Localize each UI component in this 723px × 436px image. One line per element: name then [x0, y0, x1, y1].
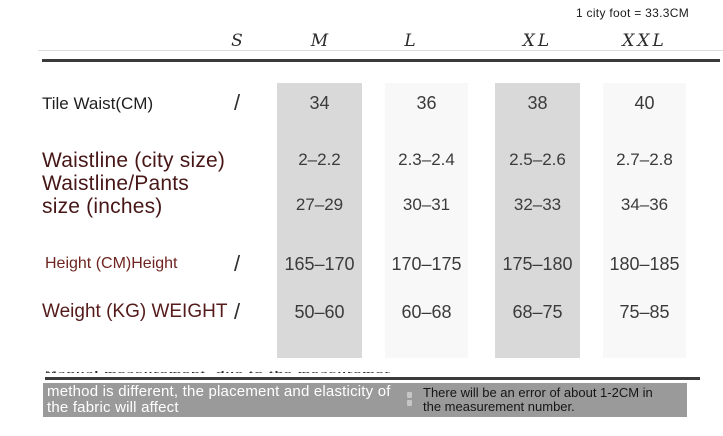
cell-tile-waist-m: 34 — [309, 93, 330, 113]
cell-tile-waist-xxl: 40 — [634, 93, 655, 113]
small-glyph-mark — [407, 392, 413, 408]
cell-waist-size-l: 2.3–2.4 — [398, 150, 455, 169]
footer-note-left: method is different, the placement and e… — [47, 384, 391, 416]
unit-conversion-note: 1 city foot = 33.3CM — [575, 6, 689, 20]
header-divider-thin — [38, 50, 723, 51]
row-label-tile-waist: Tile Waist(CM) — [42, 94, 154, 113]
row-label-waistline-line1: Waistline (city size) — [42, 149, 226, 172]
row-label-height: Height (CM)Height — [45, 255, 178, 272]
column-header-l: L — [404, 31, 416, 51]
footer-note-right: There will be an error of about 1-2CM in… — [423, 386, 653, 414]
cell-tile-waist-l: 36 — [416, 93, 437, 113]
cell-tile-waist-xl: 38 — [527, 93, 548, 113]
column-header-xxl: XXL — [622, 31, 667, 51]
column-header-m: M — [310, 31, 329, 51]
column-header-s: S — [231, 31, 243, 51]
row-label-waistline: Waistline (city size) Waistline/Pants si… — [42, 149, 225, 218]
row-label-waistline-line3: size (inches) — [42, 195, 163, 218]
column-band-m — [277, 83, 362, 358]
row-label-waistline-line2: Waistline/Pants — [42, 172, 189, 195]
cell-pants-inches-xl: 32–33 — [513, 195, 562, 214]
footer-note-right-line1: There will be an error of about 1-2CM in — [423, 385, 653, 400]
cell-weight-m: 50–60 — [294, 302, 345, 322]
cell-weight-xxl: 75–85 — [619, 302, 670, 322]
footer-note-left-line2: the fabric will affect — [47, 399, 179, 416]
column-band-xxl — [603, 83, 686, 358]
cell-tile-waist-s: / — [233, 90, 241, 115]
cell-pants-inches-m: 27–29 — [295, 195, 344, 214]
row-label-weight: Weight (KG) WEIGHT — [42, 301, 228, 322]
squished-text-line: Manual measurement, due to the measureme… — [45, 370, 390, 374]
column-header-xl: XL — [522, 31, 553, 51]
cell-pants-inches-l: 30–31 — [402, 195, 451, 214]
cell-height-s: / — [233, 251, 241, 276]
footer-note-left-line1: method is different, the placement and e… — [47, 383, 391, 400]
cell-weight-xl: 68–75 — [512, 302, 563, 322]
cell-height-l: 170–175 — [391, 254, 462, 274]
column-band-xl — [495, 83, 580, 358]
footer-divider — [45, 377, 700, 380]
cell-height-xl: 175–180 — [502, 254, 573, 274]
cell-weight-s: / — [233, 299, 241, 324]
cell-height-xxl: 180–185 — [609, 254, 680, 274]
column-band-l — [385, 83, 468, 358]
footer-banner: method is different, the placement and e… — [43, 383, 687, 417]
footer-note-right-line2: the measurement number. — [423, 399, 575, 414]
cell-waist-size-m: 2–2.2 — [298, 150, 341, 169]
cell-waist-size-xxl: 2.7–2.8 — [616, 150, 673, 169]
cell-height-m: 165–170 — [284, 254, 355, 274]
header-divider-thick — [42, 59, 720, 62]
cell-pants-inches-xxl: 34–36 — [620, 195, 669, 214]
cell-weight-l: 60–68 — [401, 302, 452, 322]
cell-waist-size-xl: 2.5–2.6 — [509, 150, 566, 169]
